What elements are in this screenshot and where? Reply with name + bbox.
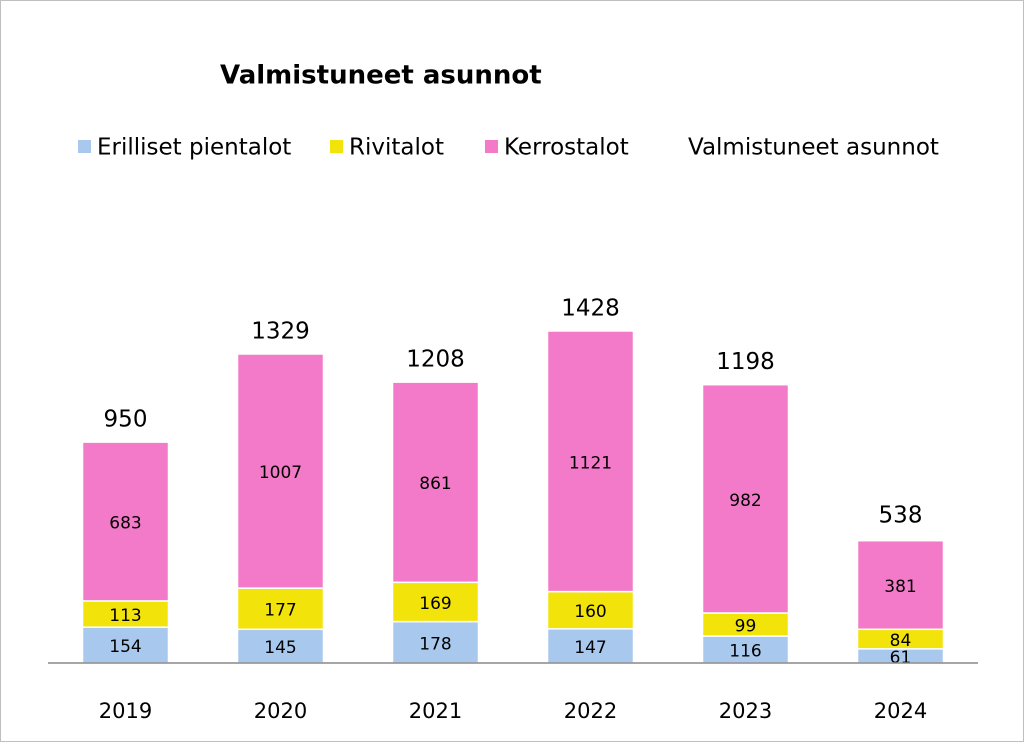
chart-title: Valmistuneet asunnot <box>220 61 542 91</box>
bar-segment <box>236 587 325 631</box>
data-label: 116 <box>729 642 761 662</box>
legend-swatch <box>330 140 343 153</box>
legend-label: Erilliset pientalot <box>97 135 291 161</box>
total-label: 1329 <box>251 319 310 345</box>
data-label: 683 <box>109 514 141 534</box>
legend-swatch <box>485 140 498 153</box>
bar-segment <box>236 353 325 589</box>
bar-segment <box>546 628 635 664</box>
x-tick-label: 2020 <box>254 699 307 723</box>
total-label: 1428 <box>561 295 620 321</box>
bar-segment <box>391 620 480 664</box>
x-tick-label: 2022 <box>564 699 617 723</box>
legend-label: Kerrostalot <box>504 135 629 161</box>
data-label: 154 <box>109 637 141 657</box>
x-tick-label: 2021 <box>409 699 462 723</box>
total-label: 538 <box>879 502 923 528</box>
data-label: 1121 <box>569 453 612 473</box>
total-label: 1198 <box>716 349 775 375</box>
total-label: 1208 <box>406 347 465 373</box>
legend-label: Valmistuneet asunnot <box>688 135 939 161</box>
data-label: 84 <box>890 631 912 651</box>
data-label: 160 <box>574 602 606 622</box>
data-label: 113 <box>109 606 141 626</box>
data-label: 147 <box>574 638 606 658</box>
bar-segment <box>546 590 635 630</box>
total-label: 950 <box>104 407 148 433</box>
bar-segment <box>391 581 480 623</box>
data-label: 861 <box>419 474 451 494</box>
data-label: 1007 <box>259 463 302 483</box>
data-label: 169 <box>419 594 451 614</box>
bar-segment <box>701 383 790 614</box>
data-label: 381 <box>884 577 916 597</box>
data-label: 178 <box>419 634 451 654</box>
data-label: 982 <box>729 491 761 511</box>
x-tick-label: 2023 <box>719 699 772 723</box>
bar-segment <box>546 330 635 593</box>
data-label: 99 <box>735 617 757 637</box>
legend-swatch <box>78 140 91 153</box>
data-label: 145 <box>264 638 296 658</box>
bar-segment <box>856 539 945 631</box>
data-label: 177 <box>264 601 296 621</box>
bar-segment <box>81 626 170 664</box>
x-tick-label: 2019 <box>99 699 152 723</box>
x-tick-label: 2024 <box>874 699 927 723</box>
bar-segment <box>391 381 480 584</box>
legend-label: Rivitalot <box>349 135 444 161</box>
bar-segment <box>81 441 170 602</box>
